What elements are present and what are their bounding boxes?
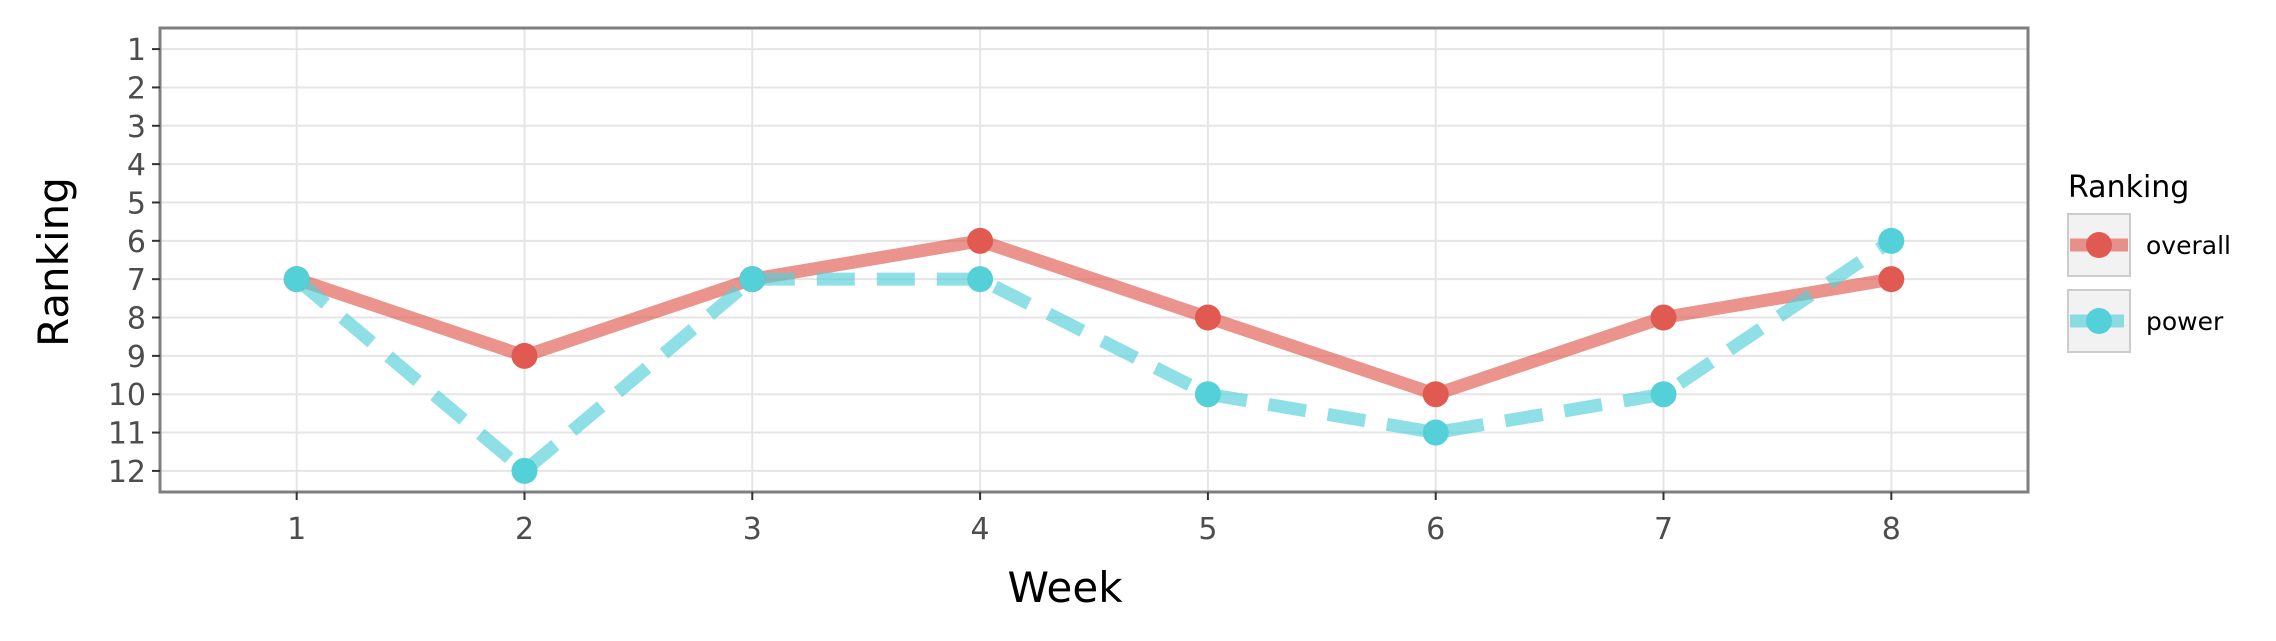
data-point-power [1650, 381, 1677, 408]
x-axis-ticks: 1 2 3 4 5 6 7 8 [287, 492, 1901, 547]
data-point-overall [1650, 304, 1677, 331]
data-point-overall [1878, 266, 1905, 293]
legend-label: power [2146, 307, 2224, 336]
series-line-power [292, 235, 1895, 478]
x-axis-title: Week [1007, 563, 1123, 612]
y-tick-label: 5 [127, 186, 146, 221]
y-tick-label: 1 [127, 33, 146, 68]
data-point-power [1194, 381, 1221, 408]
x-tick-label: 6 [1426, 512, 1445, 547]
data-point-overall [1422, 381, 1449, 408]
x-tick-label: 8 [1882, 512, 1901, 547]
legend-key-point [2086, 232, 2112, 258]
plot-border [158, 26, 2030, 494]
x-tick-label: 3 [743, 512, 762, 547]
x-tick-label: 2 [515, 512, 534, 547]
grid-lines [160, 28, 2028, 492]
y-tick-label: 6 [127, 225, 146, 260]
plot-background [160, 28, 2028, 492]
x-tick-label: 1 [287, 512, 306, 547]
x-tick-label: 4 [971, 512, 990, 547]
legend-label: overall [2146, 231, 2231, 260]
legend-item-overall: overall [2067, 213, 2231, 277]
data-point-power [1878, 227, 1905, 254]
series-layer [283, 227, 1905, 484]
legend-key-point [2086, 308, 2112, 334]
y-tick-label: 9 [127, 340, 146, 375]
y-tick-label: 12 [108, 455, 146, 490]
data-point-power [967, 266, 994, 293]
data-point-overall [511, 342, 538, 369]
data-point-overall [967, 227, 994, 254]
data-point-power [739, 266, 766, 293]
y-tick-label: 10 [108, 378, 146, 413]
y-tick-label: 4 [127, 148, 146, 183]
y-tick-label: 11 [108, 417, 146, 452]
legend-title: Ranking [2068, 170, 2189, 205]
data-point-power [283, 266, 310, 293]
x-tick-label: 7 [1654, 512, 1673, 547]
y-axis-title: Ranking [29, 177, 78, 347]
y-tick-label: 3 [127, 110, 146, 145]
y-tick-label: 2 [127, 71, 146, 106]
y-tick-label: 7 [127, 263, 146, 298]
data-point-overall [1194, 304, 1221, 331]
legend-item-power: power [2067, 289, 2224, 353]
legend: Ranking overall power [2067, 170, 2231, 353]
y-tick-label: 8 [127, 302, 146, 337]
series-line-overall [294, 234, 1893, 401]
data-point-power [511, 457, 538, 484]
data-point-power [1422, 419, 1449, 446]
x-tick-label: 5 [1198, 512, 1217, 547]
